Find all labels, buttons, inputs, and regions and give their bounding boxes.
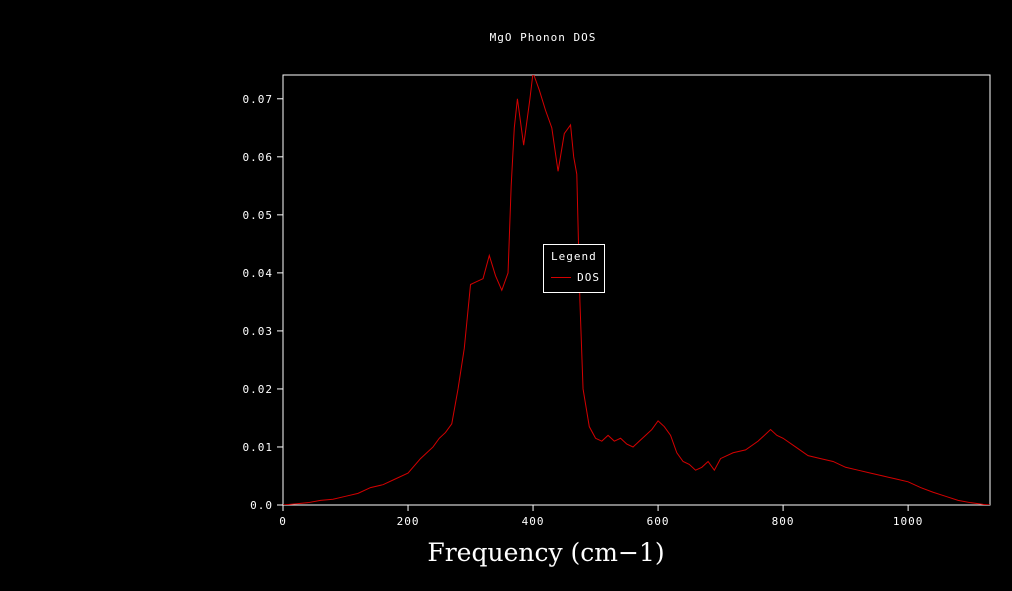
legend-title: Legend [551, 250, 597, 263]
y-tick-label: 0.06 [243, 151, 274, 164]
legend-box: Legend DOS [543, 244, 605, 293]
x-tick-label: 600 [647, 515, 670, 528]
chart-title: MgO Phonon DOS [489, 31, 597, 44]
y-tick-label: 0.05 [243, 209, 274, 222]
x-tick-label: 200 [397, 515, 420, 528]
legend-entry-label: DOS [577, 271, 600, 284]
x-tick-label: 0 [279, 515, 287, 528]
y-tick-label: 0.0 [250, 499, 273, 512]
y-tick-label: 0.07 [243, 93, 274, 106]
x-tick-label: 800 [772, 515, 795, 528]
legend-entry: DOS [551, 271, 600, 284]
x-tick-label: 1000 [893, 515, 924, 528]
x-axis-label: Frequency (cm−1) [427, 538, 665, 567]
y-tick-label: 0.03 [243, 325, 274, 338]
y-tick-label: 0.04 [243, 267, 274, 280]
plot-frame [282, 74, 991, 506]
dos-line [283, 75, 990, 505]
y-tick-label: 0.01 [243, 441, 274, 454]
x-tick-label: 400 [522, 515, 545, 528]
legend-line-sample [551, 277, 572, 278]
y-tick-label: 0.02 [243, 383, 274, 396]
